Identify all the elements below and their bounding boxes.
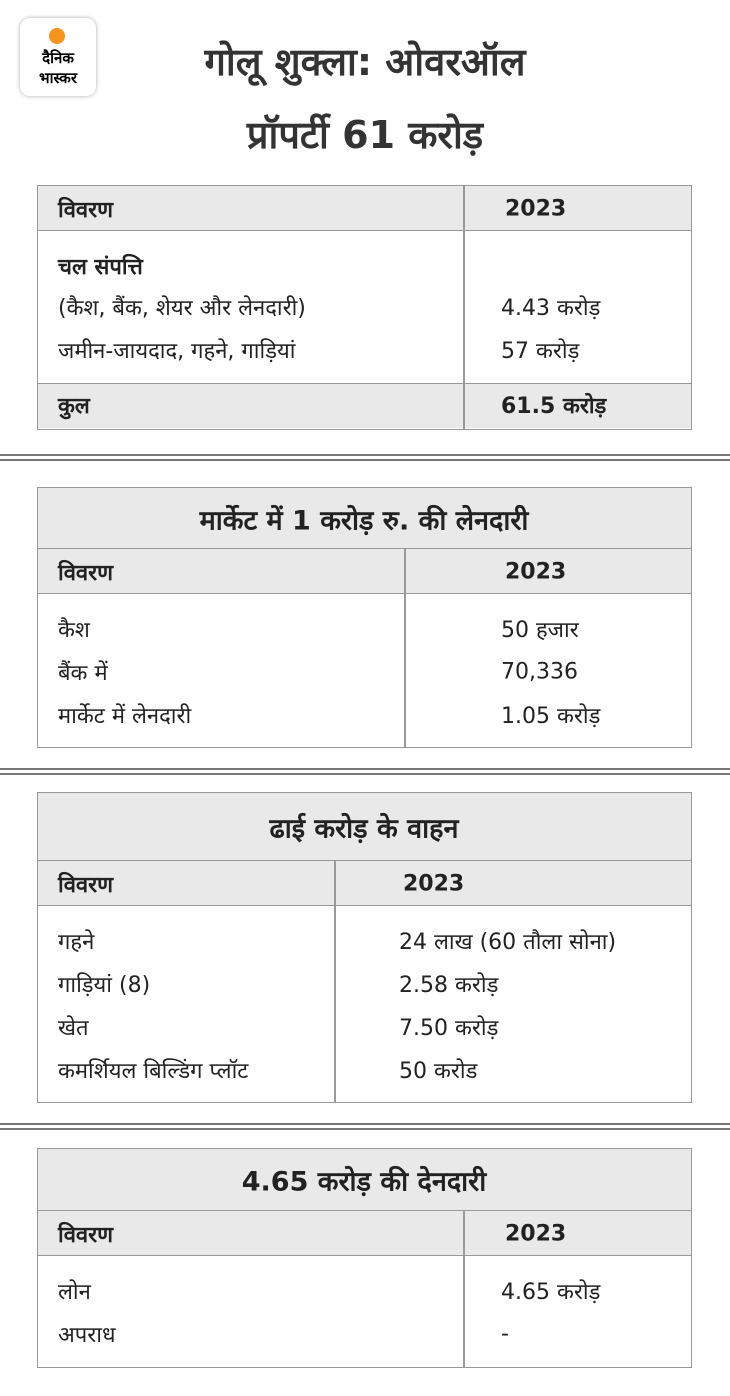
cell: 70,336 bbox=[501, 659, 578, 685]
cell: 57 करोड़ bbox=[501, 339, 580, 364]
total-cell: 61.5 करोड़ bbox=[501, 394, 607, 419]
header-row bbox=[38, 549, 691, 594]
column-divider bbox=[334, 861, 336, 1102]
cell: 1.05 करोड़ bbox=[501, 704, 601, 729]
header-cell: 2023 bbox=[505, 196, 567, 221]
column-divider bbox=[463, 186, 465, 429]
header-row bbox=[38, 186, 691, 231]
separator bbox=[0, 768, 730, 770]
header-cell: विवरण bbox=[58, 1222, 114, 1248]
header-row bbox=[38, 861, 691, 906]
header-cell: विवरण bbox=[58, 197, 114, 223]
cell: कैश bbox=[58, 618, 90, 643]
cell: 24 लाख (60 तौला सोना) bbox=[399, 930, 617, 955]
cell: लोन bbox=[58, 1280, 91, 1305]
title-line: गोलू शुक्ला: ओवरऑल bbox=[204, 40, 526, 84]
table-title-row bbox=[38, 488, 691, 549]
cell: 4.43 करोड़ bbox=[501, 296, 601, 321]
table-title: मार्केट में 1 करोड़ रु. की लेनदारी bbox=[199, 505, 529, 536]
total-row bbox=[38, 383, 691, 428]
cell: 50 करोड bbox=[399, 1059, 478, 1084]
title-line: प्रॉपर्टी 61 करोड़ bbox=[246, 113, 484, 157]
separator bbox=[0, 773, 730, 775]
logo-line2: भास्कर bbox=[39, 69, 77, 87]
logo-line1: दैनिक bbox=[42, 49, 74, 67]
header-cell: विवरण bbox=[58, 872, 114, 898]
header-row bbox=[38, 1211, 691, 1256]
column-divider bbox=[463, 1211, 465, 1367]
header-cell: 2023 bbox=[505, 559, 567, 584]
table-title-row bbox=[38, 793, 691, 861]
table-title-row bbox=[38, 1149, 691, 1211]
cell: जमीन-जायदाद, गहने, गाड़ियां bbox=[58, 339, 296, 364]
cell: 4.65 करोड़ bbox=[501, 1280, 601, 1305]
cell: अपराध bbox=[58, 1323, 116, 1348]
cell: गहने bbox=[58, 930, 95, 955]
table: मार्केट में 1 करोड़ रु. की लेनदारी विवरण 2… bbox=[37, 487, 692, 748]
header-cell: 2023 bbox=[403, 871, 465, 896]
header-cell: विवरण bbox=[58, 560, 114, 586]
cell: - bbox=[501, 1321, 509, 1347]
table-title: ढाई करोड़ के वाहन bbox=[269, 813, 459, 845]
cell: 50 हजार bbox=[501, 618, 579, 643]
subheading: चल संपत्ति bbox=[58, 255, 143, 280]
separator bbox=[0, 454, 730, 456]
table: ढाई करोड़ के वाहन विवरण 2023 गहने 24 लाख (60… bbox=[37, 792, 692, 1103]
header-cell: 2023 bbox=[505, 1221, 567, 1246]
total-cell: कुल bbox=[58, 394, 90, 419]
cell: कमर्शियल बिल्डिंग प्लॉट bbox=[58, 1059, 249, 1084]
cell: बैंक में bbox=[58, 661, 108, 686]
separator bbox=[0, 1123, 730, 1125]
separator bbox=[0, 1128, 730, 1130]
table-title: 4.65 करोड़ की देनदारी bbox=[241, 1166, 487, 1198]
separator bbox=[0, 459, 730, 461]
logo: दैनिक भास्कर bbox=[20, 18, 96, 96]
cell: गाड़ियां (8) bbox=[58, 973, 151, 998]
table: 4.65 करोड़ की देनदारी विवरण 2023 लोन 4.65 कर… bbox=[37, 1148, 692, 1368]
cell: मार्केट में लेनदारी bbox=[58, 704, 192, 729]
cell: खेत bbox=[58, 1016, 89, 1041]
cell: (कैश, बैंक, शेयर और लेनदारी) bbox=[58, 296, 306, 321]
cell: 2.58 करोड़ bbox=[399, 973, 499, 998]
column-divider bbox=[404, 549, 406, 747]
logo-sun bbox=[49, 28, 65, 44]
cell: 7.50 करोड़ bbox=[399, 1016, 499, 1041]
table: विवरण 2023 चल संपत्ति (कैश, बैंक, शेयर और ल… bbox=[37, 185, 692, 430]
